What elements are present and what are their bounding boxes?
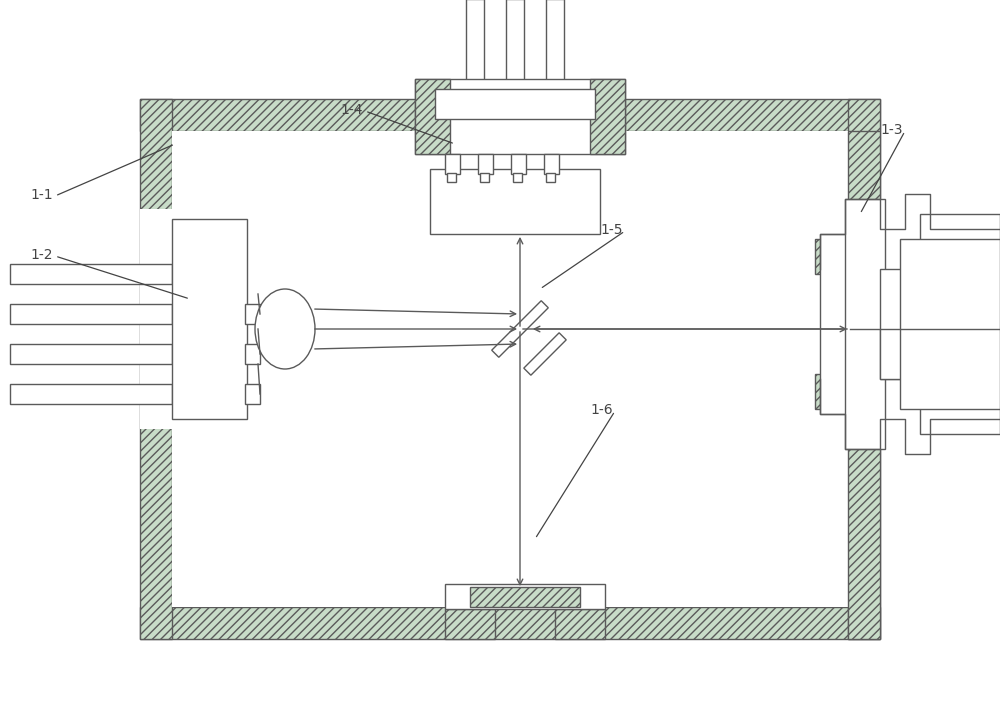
Bar <box>140 99 172 639</box>
Text: 1-6: 1-6 <box>590 403 613 417</box>
Bar <box>848 99 880 639</box>
Text: 1-5: 1-5 <box>600 223 622 237</box>
Bar <box>848 131 880 264</box>
Bar <box>506 0 524 99</box>
Bar <box>10 304 172 324</box>
Bar <box>445 609 495 639</box>
Bar <box>447 173 456 182</box>
Bar <box>140 209 173 429</box>
Bar <box>848 444 880 639</box>
Bar <box>544 154 559 174</box>
Bar <box>480 173 489 182</box>
Polygon shape <box>492 301 548 357</box>
Bar <box>415 79 625 154</box>
Bar <box>245 384 260 404</box>
Bar <box>245 304 260 324</box>
Bar <box>815 374 850 409</box>
Text: 1-1: 1-1 <box>30 188 53 202</box>
Bar <box>10 384 172 404</box>
Bar <box>10 264 172 284</box>
Bar <box>513 173 522 182</box>
Bar <box>815 239 850 274</box>
Bar <box>172 219 247 419</box>
Bar <box>880 329 1000 379</box>
Bar <box>445 154 460 174</box>
Bar <box>845 199 885 449</box>
Bar <box>430 169 600 234</box>
Bar <box>820 234 880 414</box>
Bar <box>140 99 880 131</box>
Bar <box>555 609 605 639</box>
Bar <box>415 79 450 154</box>
Bar <box>435 89 595 119</box>
Ellipse shape <box>255 289 315 369</box>
Bar <box>546 173 555 182</box>
Bar <box>445 584 605 609</box>
Bar <box>140 607 880 639</box>
Polygon shape <box>524 333 566 375</box>
Bar <box>172 131 848 607</box>
Bar <box>590 79 625 154</box>
Bar <box>466 0 484 99</box>
Text: 1-2: 1-2 <box>30 248 53 262</box>
Bar <box>478 154 493 174</box>
Bar <box>10 344 172 364</box>
Text: 1-4: 1-4 <box>340 103 363 117</box>
Bar <box>900 239 1000 409</box>
Bar <box>546 0 564 99</box>
Bar <box>920 214 1000 434</box>
Bar <box>245 344 260 364</box>
Bar <box>470 587 580 607</box>
Text: 1-3: 1-3 <box>880 123 902 137</box>
Bar <box>880 269 1000 379</box>
Bar <box>511 154 526 174</box>
